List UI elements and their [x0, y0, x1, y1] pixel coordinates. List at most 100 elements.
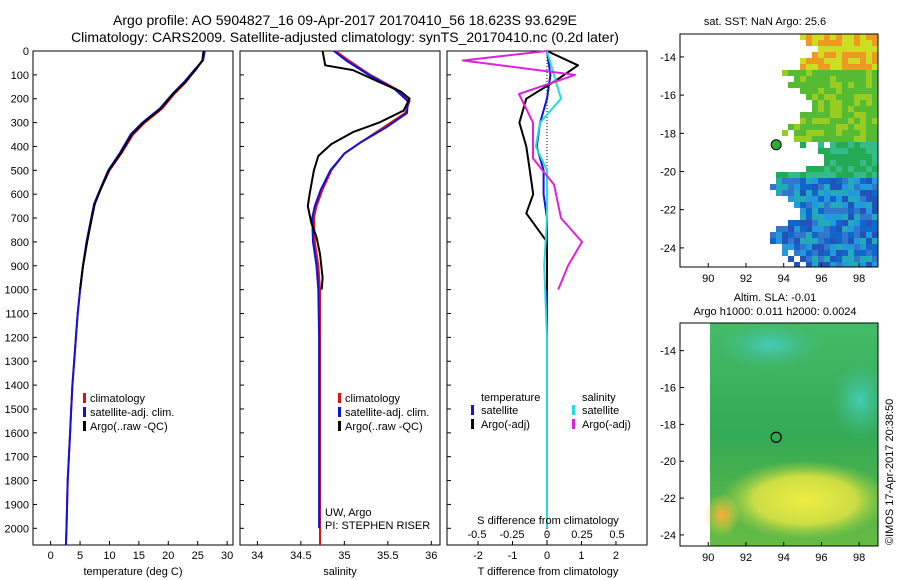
sst-cell: [812, 82, 818, 88]
sst-cell: [830, 232, 836, 238]
sst-cell: [782, 232, 788, 238]
temperature-x-tick-label: 25: [192, 550, 204, 562]
sst-map-y-tick-label: -18: [660, 128, 676, 140]
sst-cell: [788, 178, 794, 184]
sst-cell: [854, 46, 860, 52]
temperature-y-tick-label: 400: [11, 141, 29, 153]
sst-cell: [824, 184, 830, 190]
salinity-legend: climatology satellite-adj. clim. Argo(..…: [338, 393, 429, 433]
legend-label-s-satellite: satellite: [582, 405, 619, 417]
sst-cell: [800, 118, 806, 124]
sst-cell: [800, 232, 806, 238]
temperature-series-line-2: [79, 50, 205, 290]
sst-cell: [830, 40, 836, 46]
sst-cell: [854, 142, 860, 148]
sst-cell: [812, 124, 818, 130]
sst-cell: [866, 40, 872, 46]
sst-cell: [842, 160, 848, 166]
sst-cell: [872, 148, 878, 154]
sst-cell: [848, 58, 854, 64]
sst-cell: [788, 238, 794, 244]
sst-cell: [788, 244, 794, 250]
legend-swatch-climatology: [83, 393, 86, 403]
sst-cell: [878, 250, 884, 256]
sst-cell: [824, 124, 830, 130]
sst-cell: [836, 76, 842, 82]
sst-cell: [854, 250, 860, 256]
sst-cell: [836, 52, 842, 58]
legend-heading-temperature: temperature: [481, 392, 540, 404]
sst-cell: [818, 226, 824, 232]
sst-cell: [866, 268, 872, 274]
sst-cell: [824, 226, 830, 232]
sst-cell: [860, 160, 866, 166]
sst-cell: [794, 232, 800, 238]
salinity-series-line-2: [306, 50, 411, 290]
sst-cell: [818, 40, 824, 46]
temperature-y-tick-label: 2000: [5, 523, 29, 535]
temperature-series-line-1: [64, 50, 206, 546]
sst-cell: [836, 196, 842, 202]
sst-cell: [872, 46, 878, 52]
sst-cell: [806, 136, 812, 142]
sst-cell: [860, 106, 866, 112]
sst-cell: [860, 178, 866, 184]
sst-cell: [800, 214, 806, 220]
sst-cell: [806, 232, 812, 238]
sst-cell: [842, 136, 848, 142]
sst-cell: [800, 142, 806, 148]
temperature-y-tick-label: 1200: [5, 332, 29, 344]
sst-cell: [788, 70, 794, 76]
sst-cell: [824, 100, 830, 106]
temperature-y-tick-label: 1600: [5, 428, 29, 440]
temperature-y-tick-label: 100: [11, 70, 29, 82]
salinity-x-tick-label: 35: [338, 550, 350, 562]
sst-cell: [836, 64, 842, 70]
sst-cell: [818, 76, 824, 82]
sst-cell: [836, 232, 842, 238]
sst-cell: [806, 262, 812, 267]
sst-cell: [770, 238, 776, 244]
sst-cell: [860, 244, 866, 250]
sla-map-y-tick-label: -22: [660, 493, 676, 505]
sst-cell: [854, 214, 860, 220]
salinity-x-tick-label: 34.5: [290, 550, 311, 562]
sst-cell: [872, 118, 878, 124]
sst-cell: [842, 226, 848, 232]
sst-cell: [848, 208, 854, 214]
sst-cell: [824, 190, 830, 196]
sst-cell: [824, 208, 830, 214]
sst-cell: [860, 100, 866, 106]
sst-cell: [800, 208, 806, 214]
legend-label-climatology: climatology: [345, 393, 401, 405]
temperature-y-tick-label: 1700: [5, 452, 29, 464]
sla-map-ticks: 90 92 94 96 98 -14 -16 -18 -20 -22 -24: [660, 346, 865, 564]
sst-cell: [872, 64, 878, 70]
sst-cell: [788, 124, 794, 130]
temperature-y-tick-label: 1100: [5, 309, 29, 321]
sst-cell: [842, 106, 848, 112]
sst-cell: [836, 214, 842, 220]
sst-cell: [830, 52, 836, 58]
sst-argo-marker: [770, 139, 782, 151]
sst-cell: [848, 136, 854, 142]
sst-cell: [788, 184, 794, 190]
sst-cell: [830, 202, 836, 208]
sst-cell: [830, 148, 836, 154]
sst-cell: [848, 244, 854, 250]
sst-cell: [788, 190, 794, 196]
sst-cell: [866, 220, 872, 226]
sst-cell: [878, 130, 884, 136]
sst-cell: [872, 160, 878, 166]
sst-cell: [842, 112, 848, 118]
sst-cell: [842, 34, 848, 40]
sst-cell: [830, 238, 836, 244]
sst-cell: [794, 184, 800, 190]
sst-cell: [818, 136, 824, 142]
sst-cell: [788, 232, 794, 238]
sst-cell: [818, 100, 824, 106]
sst-cell: [836, 160, 842, 166]
sst-map-y-tick-label: -16: [660, 90, 676, 102]
sst-cell: [842, 220, 848, 226]
sst-cell: [872, 124, 878, 130]
